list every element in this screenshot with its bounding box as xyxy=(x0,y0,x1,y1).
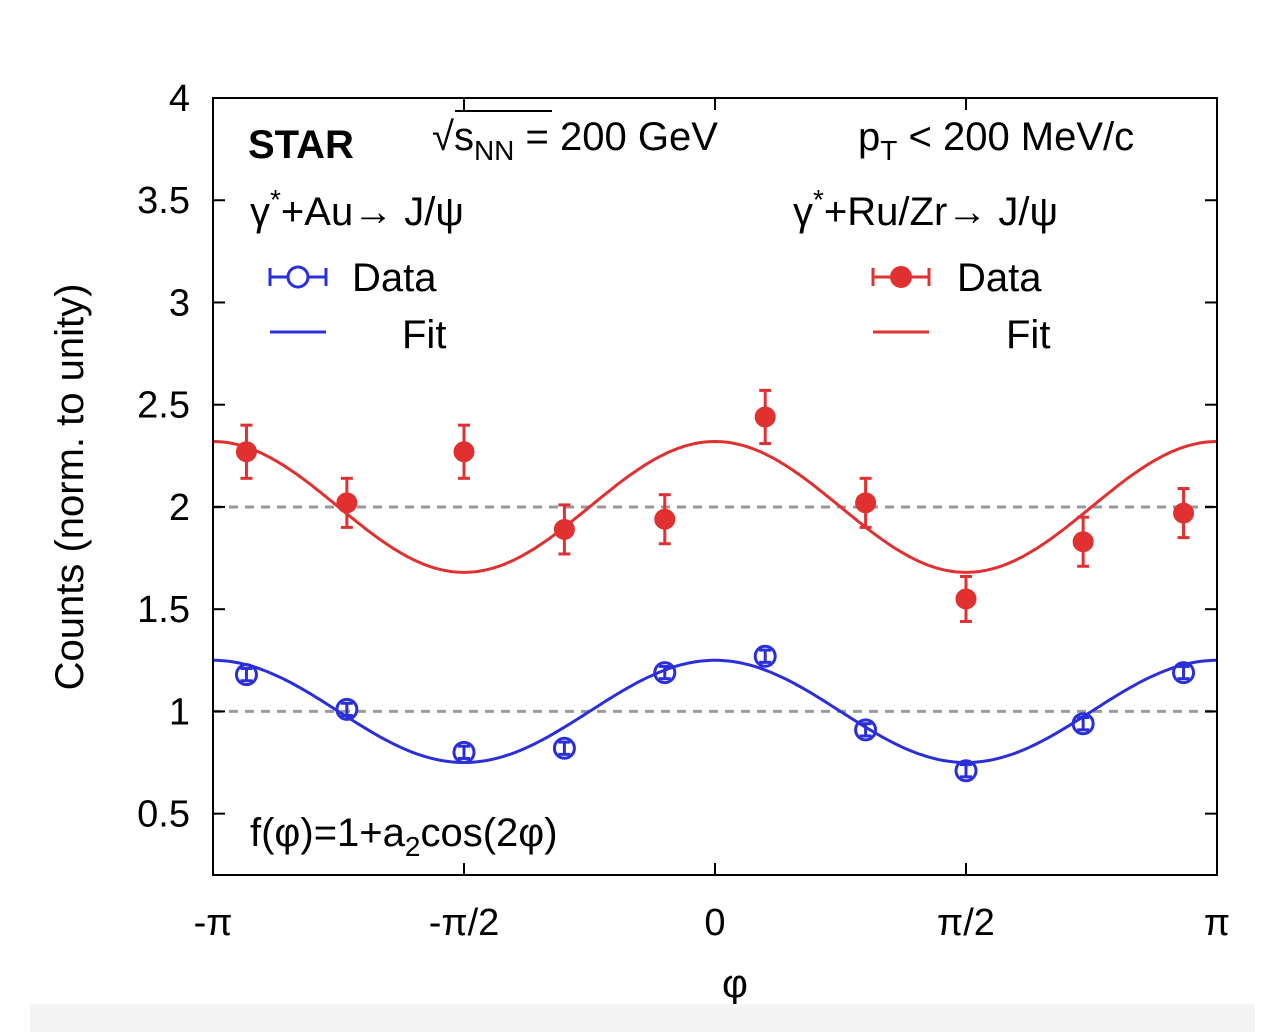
legend-au-data-marker xyxy=(286,265,310,289)
data-point-ruzr xyxy=(453,441,475,463)
data-points xyxy=(234,388,1196,783)
axis-ticks xyxy=(212,97,1218,875)
x-tick-label: -π xyxy=(194,902,233,944)
svg-text:√sNN = 200 GeV: √sNN = 200 GeV xyxy=(432,115,718,166)
fit-curve-ruzr xyxy=(212,439,1218,574)
y-tick-label: 2.5 xyxy=(137,385,190,427)
fit-curves xyxy=(212,439,1218,764)
tick-labels: -π -π/2 0 π/2 π 0.5 1 1.5 2 2.5 3 3.5 4 xyxy=(137,78,1230,944)
energy-label: √sNN = 200 GeV xyxy=(432,110,718,166)
data-point-au xyxy=(854,718,878,742)
data-point-ruzr xyxy=(1173,502,1195,524)
y-axis-title: Counts (norm. to unity) xyxy=(48,284,92,691)
legend-ruzr-data-label: Data xyxy=(957,256,1042,300)
x-tick-label: 0 xyxy=(704,902,725,944)
fit-curve-au xyxy=(213,658,1217,764)
legend-ruzr: Data Fit xyxy=(871,256,1050,357)
data-point-au xyxy=(1071,712,1095,736)
data-point-ruzr xyxy=(754,406,776,428)
y-tick-label: 0.5 xyxy=(137,794,190,836)
legend-ruzr-fit-label: Fit xyxy=(1006,313,1050,357)
y-tick-label: 4 xyxy=(169,78,190,120)
data-point-au xyxy=(335,697,359,721)
data-point-ruzr xyxy=(235,441,257,463)
experiment-label: STAR xyxy=(248,123,354,167)
legend-au: Data Fit xyxy=(268,256,446,357)
fit-formula: f(φ)=1+a2cos(2φ) xyxy=(250,811,558,862)
data-point-ruzr xyxy=(336,492,358,514)
ruzr-process-label: γ*+Ru/Zr→ J/ψ xyxy=(793,184,1058,234)
legend-au-data-label: Data xyxy=(352,256,437,300)
x-tick-label: -π/2 xyxy=(429,902,500,944)
y-tick-label: 1 xyxy=(169,691,190,733)
data-point-au xyxy=(653,661,677,685)
y-tick-label: 3 xyxy=(169,282,190,324)
au-process-label: γ*+Au→ J/ψ xyxy=(250,184,464,234)
data-point-ruzr xyxy=(855,492,877,514)
data-point-au xyxy=(753,644,777,668)
data-point-au xyxy=(954,759,978,783)
legend-ruzr-data-marker xyxy=(890,266,912,288)
data-point-au xyxy=(234,663,258,687)
bottom-strip xyxy=(30,1004,1255,1032)
data-point-au xyxy=(452,740,476,764)
data-point-au xyxy=(1172,661,1196,685)
pt-cut-label: pT < 200 MeV/c xyxy=(858,115,1134,166)
data-point-ruzr xyxy=(955,588,977,610)
data-point-ruzr xyxy=(1072,531,1094,553)
data-point-ruzr xyxy=(654,508,676,530)
data-point-au xyxy=(552,736,576,760)
legend-au-fit-label: Fit xyxy=(402,313,446,357)
y-tick-label: 3.5 xyxy=(137,180,190,222)
y-tick-label: 1.5 xyxy=(137,589,190,631)
x-axis-title: φ xyxy=(722,962,748,1006)
data-point-ruzr xyxy=(553,518,575,540)
y-tick-label: 2 xyxy=(169,487,190,529)
x-tick-label: π xyxy=(1204,902,1230,944)
x-tick-label: π/2 xyxy=(937,902,995,944)
reference-lines xyxy=(213,505,1217,713)
